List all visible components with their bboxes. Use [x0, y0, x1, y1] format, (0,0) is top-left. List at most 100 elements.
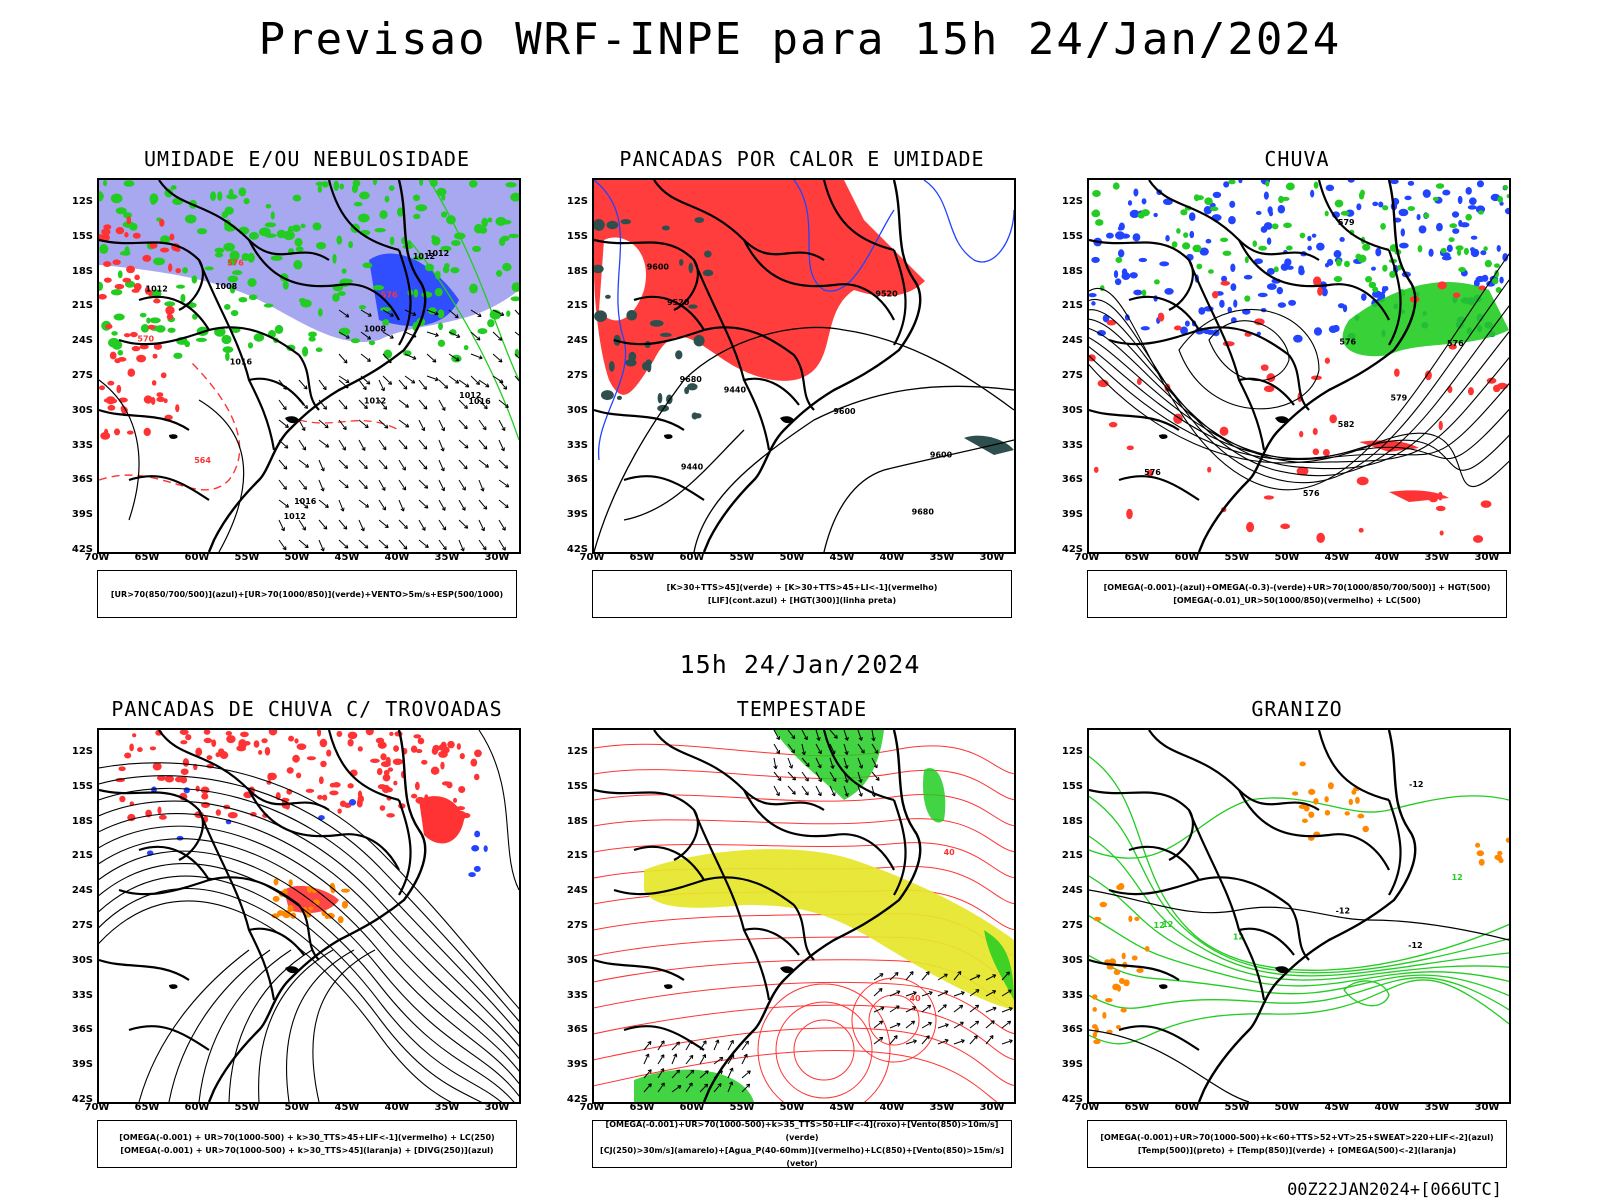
latitude-tick-label: 24S	[566, 885, 588, 897]
longitude-tick-label: 30W	[979, 1102, 1005, 1113]
legend-line: [OMEGA(-0.001) + UR>70(1000-500) + k>30_…	[120, 1146, 494, 1155]
main-title: Previsao WRF-INPE para 15h 24/Jan/2024	[258, 14, 1342, 65]
longitude-tick-label: 60W	[184, 1102, 210, 1113]
legend-line: [OMEGA(-0.01)_UR>50(1000/850)(vermelho) …	[1173, 596, 1421, 605]
contour-label: 12	[1233, 933, 1244, 942]
panel-legend: [UR>70(850/700/500)](azul)+[UR>70(1000/8…	[97, 570, 517, 618]
contour-label: 1016	[230, 358, 253, 367]
map-graphic	[99, 730, 519, 1102]
longitude-tick-label: 30W	[484, 552, 510, 563]
longitude-tick-label: 45W	[1324, 1102, 1350, 1113]
contour-label: 9600	[647, 262, 670, 271]
longitude-tick-label: 70W	[1074, 552, 1100, 563]
legend-line: [K>30+TTS>45](verde) + [K>30+TTS>45+LI<-…	[666, 583, 938, 592]
longitude-tick-label: 50W	[284, 1102, 310, 1113]
latitude-tick-label: 18S	[1061, 815, 1083, 827]
contour-label: 1012	[284, 512, 306, 521]
latitude-tick-label: 12S	[566, 196, 588, 207]
latitude-tick-label: 27S	[1061, 920, 1083, 931]
legend-line: [Temp(500)](preto) + [Temp(850)](verde) …	[1137, 1146, 1457, 1155]
contour-label: 1012	[427, 249, 449, 258]
contour-label: 576	[1447, 339, 1464, 348]
longitude-tick-label: 60W	[679, 552, 705, 563]
latitude-tick-label: 18S	[71, 265, 93, 277]
latitude-tick-label: 33S	[1061, 989, 1083, 1001]
latitude-tick-label: 15S	[71, 780, 93, 792]
contour-label: 9680	[912, 507, 935, 516]
longitude-tick-label: 30W	[1474, 1102, 1500, 1113]
mid-time-label: 15h 24/Jan/2024	[679, 650, 921, 679]
latitude-tick-label: 21S	[1061, 300, 1083, 312]
contour-label: -12	[1408, 941, 1422, 950]
map-graphic: 582 576 576 576 576 579 579	[1089, 180, 1509, 552]
contour-label: -12	[1336, 907, 1350, 916]
latitude-tick-label: 18S	[71, 815, 93, 827]
map-graphic: 40 40	[594, 730, 1014, 1102]
latitude-tick-label: 18S	[566, 815, 588, 827]
longitude-tick-label: 65W	[629, 552, 655, 563]
contour-label: 1012	[146, 285, 168, 294]
run-info-footer: 00Z22JAN2024+[066UTC]	[1287, 1180, 1502, 1200]
panel-legend: [OMEGA(-0.001)+UR>70(1000-500)+k>35_TTS>…	[592, 1120, 1012, 1168]
forecast-map	[97, 728, 521, 1104]
latitude-tick-label: 33S	[566, 989, 588, 1001]
latitude-tick-label: 21S	[71, 850, 93, 862]
legend-line: [LIF](cont.azul) + [HGT(300)](linha pret…	[707, 596, 897, 605]
latitude-tick-label: 15S	[1061, 230, 1083, 242]
panel-title: PANCADAS POR CALOR E UMIDADE	[619, 147, 985, 171]
contour-label: 9440	[681, 462, 704, 471]
panel-legend: [OMEGA(-0.001)+UR>70(1000-500)+k<60+TTS>…	[1087, 1120, 1507, 1168]
forecast-map: -12 -12 -12 12 12 12 12	[1087, 728, 1511, 1104]
latitude-tick-label: 36S	[1061, 474, 1083, 486]
latitude-tick-label: 12S	[566, 746, 588, 757]
latitude-tick-label: 15S	[71, 230, 93, 242]
panel-legend: [OMEGA(-0.001)-(azul)+OMEGA(-0.3)-(verde…	[1087, 570, 1507, 618]
longitude-tick-label: 30W	[1474, 552, 1500, 563]
forecast-map: 1012 1008 1008 1016 1012 1012 1012 1016 1012 1016…	[97, 178, 521, 554]
longitude-tick-label: 40W	[1374, 1102, 1400, 1113]
latitude-tick-label: 39S	[71, 509, 93, 521]
longitude-tick-label: 70W	[1074, 1102, 1100, 1113]
latitude-tick-label: 39S	[566, 1059, 588, 1071]
map-graphic: 1012 100810081016101210121012101610121016…	[99, 180, 519, 552]
legend-line: [OMEGA(-0.001)+UR>70(1000-500)+k>35_TTS>…	[605, 1120, 999, 1142]
latitude-tick-label: 24S	[1061, 335, 1083, 347]
longitude-tick-label: 65W	[1124, 1102, 1150, 1113]
panel-legend: [K>30+TTS>45](verde) + [K>30+TTS>45+LI<-…	[592, 570, 1012, 618]
latitude-tick-label: 39S	[1061, 1059, 1083, 1071]
forecast-map: 40 40	[592, 728, 1016, 1104]
latitude-tick-label: 12S	[1061, 746, 1083, 757]
contour-label: 579	[1338, 218, 1355, 227]
latitude-tick-label: 33S	[1061, 439, 1083, 451]
longitude-tick-label: 40W	[879, 1102, 905, 1113]
latitude-tick-label: 30S	[71, 404, 93, 416]
latitude-tick-label: 36S	[71, 474, 93, 486]
longitude-tick-label: 65W	[134, 1102, 160, 1113]
longitude-tick-label: 60W	[184, 552, 210, 563]
latitude-tick-label: 30S	[566, 404, 588, 416]
contour-label: 1016	[468, 397, 491, 406]
latitude-tick-label: 30S	[71, 954, 93, 966]
latitude-tick-label: 21S	[1061, 850, 1083, 862]
longitude-tick-label: 50W	[1274, 1102, 1300, 1113]
contour-label: 576	[227, 259, 244, 268]
latitude-tick-label: 21S	[566, 850, 588, 862]
latitude-tick-label: 27S	[566, 920, 588, 931]
longitude-tick-label: 30W	[979, 552, 1005, 563]
latitude-tick-label: 27S	[1061, 370, 1083, 381]
longitude-tick-label: 70W	[579, 1102, 605, 1113]
longitude-tick-label: 65W	[629, 1102, 655, 1113]
contour-label: 576	[1303, 489, 1320, 498]
latitude-tick-label: 36S	[566, 1024, 588, 1036]
latitude-tick-label: 39S	[566, 509, 588, 521]
latitude-tick-label: 24S	[566, 335, 588, 347]
longitude-tick-label: 40W	[384, 1102, 410, 1113]
longitude-tick-label: 40W	[384, 552, 410, 563]
longitude-tick-label: 55W	[234, 1102, 260, 1113]
latitude-tick-label: 39S	[1061, 509, 1083, 521]
longitude-tick-label: 70W	[84, 552, 110, 563]
latitude-tick-label: 15S	[566, 780, 588, 792]
latitude-tick-label: 21S	[566, 300, 588, 312]
longitude-tick-label: 65W	[134, 552, 160, 563]
